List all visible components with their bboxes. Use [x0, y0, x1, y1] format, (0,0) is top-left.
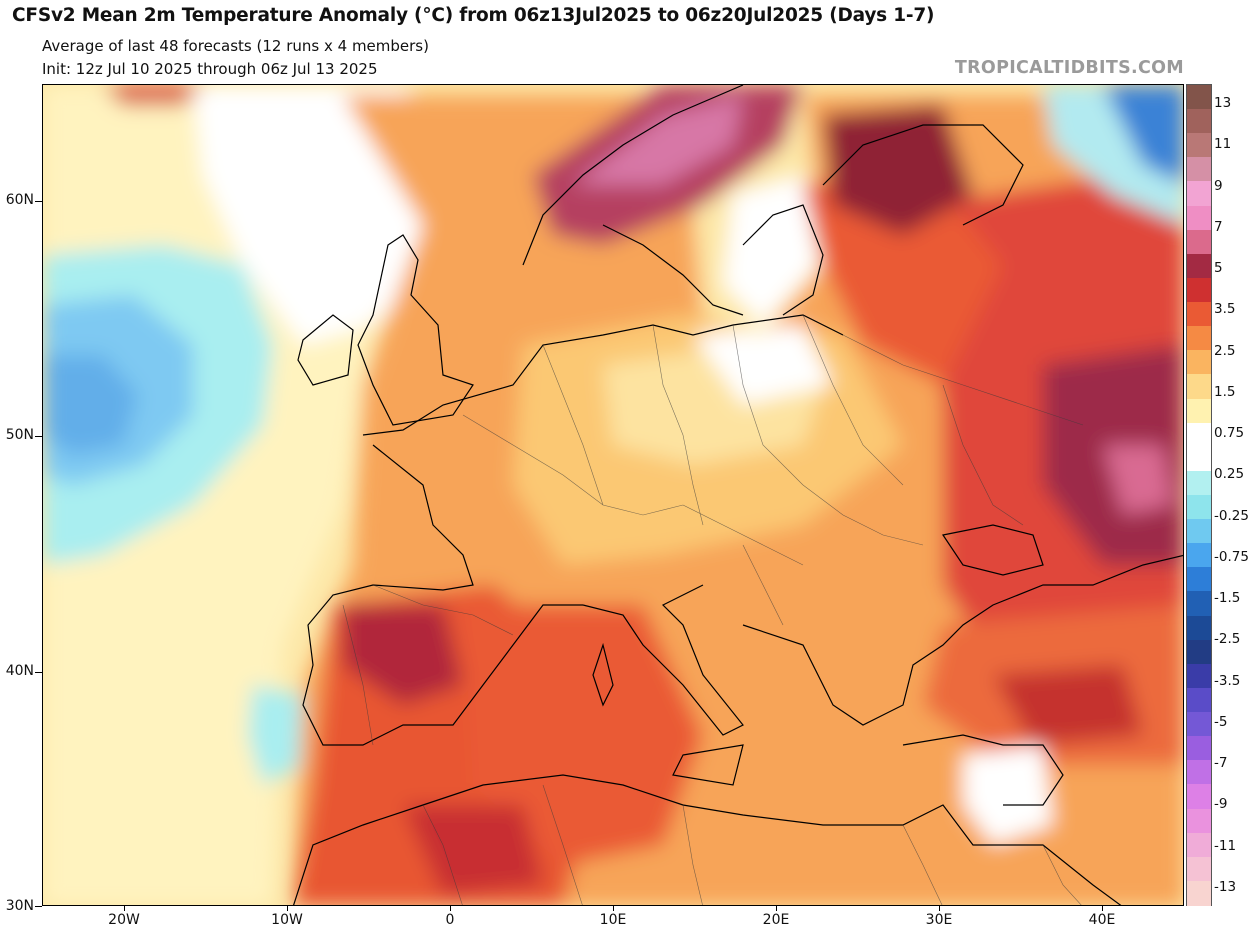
lon-tick	[1102, 906, 1103, 911]
lon-tick	[450, 906, 451, 911]
lon-tick	[287, 906, 288, 911]
colorbar-swatch	[1187, 760, 1211, 785]
brand-watermark: TROPICALTIDBITS.COM	[954, 58, 1184, 78]
colorbar-swatch	[1187, 784, 1211, 810]
lat-label-60n: 60N	[5, 192, 34, 208]
colorbar-label: 11	[1214, 136, 1232, 153]
colorbar-swatch	[1187, 109, 1211, 134]
colorbar-label: 2.5	[1214, 342, 1236, 359]
colorbar-label: 3.5	[1214, 301, 1236, 318]
colorbar-swatch	[1187, 591, 1211, 617]
lat-tick	[35, 436, 42, 437]
colorbar-swatch	[1187, 470, 1211, 496]
lon-label-30e: 30E	[925, 912, 953, 928]
lon-label-10w: 10W	[271, 912, 303, 928]
lon-label-10e: 10E	[599, 912, 627, 928]
lat-label-30n: 30N	[5, 898, 34, 914]
colorbar-label: 0.25	[1214, 466, 1245, 483]
lat-tick	[35, 672, 42, 673]
lon-tick	[613, 906, 614, 911]
colorbar-swatch	[1187, 205, 1211, 231]
colorbar-swatch	[1187, 277, 1211, 303]
lon-label-40e: 40E	[1088, 912, 1116, 928]
colorbar-swatch	[1187, 133, 1211, 158]
colorbar-label: -1.5	[1214, 590, 1241, 607]
coastlines	[293, 85, 1183, 905]
page-title: CFSv2 Mean 2m Temperature Anomaly (°C) f…	[12, 5, 935, 26]
colorbar-label: -2.5	[1214, 631, 1241, 648]
colorbar-label: 13	[1214, 95, 1232, 111]
colorbar-swatch	[1187, 422, 1211, 448]
anomaly-map-canvas	[43, 85, 1183, 905]
colorbar-swatch	[1187, 663, 1211, 689]
colorbar-swatch	[1187, 302, 1211, 327]
lat-tick	[35, 906, 42, 907]
colorbar-swatch	[1187, 832, 1211, 858]
lon-label-20w: 20W	[108, 912, 140, 928]
colorbar-swatch	[1187, 181, 1211, 207]
colorbar-swatch	[1187, 615, 1211, 641]
colorbar-swatch	[1187, 446, 1211, 472]
colorbar-label: 5	[1214, 260, 1223, 277]
colorbar-swatch	[1187, 326, 1211, 351]
colorbar-swatch	[1187, 543, 1211, 568]
colorbar-swatch	[1187, 85, 1211, 110]
colorbar-swatch	[1187, 253, 1211, 279]
colorbar-swatch	[1187, 350, 1211, 375]
colorbar-label: 1.5	[1214, 383, 1236, 400]
colorbar-label: -9	[1214, 796, 1228, 813]
anomaly-fields	[43, 85, 1183, 905]
lat-label-50n: 50N	[5, 427, 34, 443]
colorbar	[1186, 84, 1212, 906]
lat-label-40n: 40N	[5, 663, 34, 679]
colorbar-swatch	[1187, 808, 1211, 834]
colorbar-label: -11	[1214, 837, 1237, 854]
colorbar-swatch	[1187, 157, 1211, 183]
colorbar-label: -7	[1214, 755, 1228, 772]
colorbar-swatch	[1187, 229, 1211, 255]
colorbar-label: 0.75	[1214, 425, 1245, 442]
lon-tick	[776, 906, 777, 911]
colorbar-swatch	[1187, 374, 1211, 400]
subtitle-forecast-average: Average of last 48 forecasts (12 runs x …	[42, 37, 429, 55]
lon-label-0: 0	[445, 912, 455, 928]
colorbar-swatch	[1187, 639, 1211, 665]
colorbar-label: -0.75	[1214, 548, 1249, 565]
colorbar-swatch	[1187, 712, 1211, 737]
country-borders	[342, 314, 1084, 905]
lon-tick	[124, 906, 125, 911]
colorbar-swatch	[1187, 567, 1211, 593]
lat-tick	[35, 201, 42, 202]
colorbar-label: -3.5	[1214, 672, 1241, 689]
colorbar-swatch	[1187, 856, 1211, 882]
anomaly-map[interactable]	[42, 84, 1184, 906]
colorbar-label: -5	[1214, 713, 1228, 730]
colorbar-swatch	[1187, 398, 1211, 424]
colorbar-swatch	[1187, 880, 1211, 906]
colorbar-swatch	[1187, 495, 1211, 520]
colorbar-label: -0.25	[1214, 507, 1249, 524]
lon-label-20e: 20E	[762, 912, 790, 928]
subtitle-init-range: Init: 12z Jul 10 2025 through 06z Jul 13…	[42, 60, 378, 78]
colorbar-swatch	[1187, 687, 1211, 713]
colorbar-label: 9	[1214, 177, 1223, 194]
colorbar-label: -13	[1214, 879, 1237, 895]
lon-tick	[939, 906, 940, 911]
colorbar-swatch	[1187, 519, 1211, 544]
colorbar-swatch	[1187, 736, 1211, 761]
colorbar-label: 7	[1214, 218, 1223, 235]
